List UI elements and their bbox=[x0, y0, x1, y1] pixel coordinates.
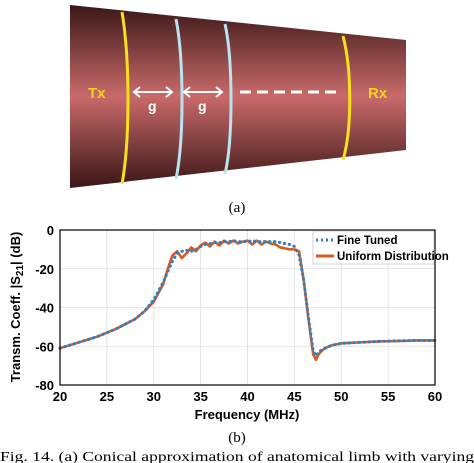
gap-label-1: g bbox=[148, 98, 157, 114]
limb-cone bbox=[70, 5, 406, 188]
tx-label: Tx bbox=[88, 85, 106, 102]
x-axis-title: Frequency (MHz) bbox=[195, 407, 300, 422]
limb-illustration: Tx Rx g g bbox=[70, 5, 406, 188]
legend-box bbox=[312, 230, 435, 265]
x-tick-label: 25 bbox=[100, 389, 114, 404]
y-axis-title: Transm. Coeff. |S21| (dB) bbox=[8, 232, 26, 383]
gap-arrow-1 bbox=[132, 86, 174, 98]
y-tick-label: -60 bbox=[35, 339, 54, 354]
gap-arrow-2 bbox=[182, 86, 224, 98]
figure-caption: Fig. 14. (a) Conical approximation of an… bbox=[0, 450, 474, 463]
x-tick-label: 20 bbox=[53, 389, 67, 404]
legend-label-fine-tuned: Fine Tuned bbox=[337, 235, 397, 247]
legend: Fine Tuned Uniform Distribution bbox=[312, 230, 449, 265]
legend-label-uniform: Uniform Distribution bbox=[337, 251, 449, 263]
x-tick-label: 45 bbox=[287, 389, 301, 404]
x-tick-label: 60 bbox=[428, 389, 442, 404]
x-tick-label: 50 bbox=[334, 389, 348, 404]
series-layer bbox=[58, 239, 437, 362]
gap-label-2: g bbox=[198, 98, 207, 114]
figure-b-label: (b) bbox=[228, 430, 246, 446]
y-tick-label: -80 bbox=[35, 378, 54, 393]
plot-frame bbox=[59, 229, 436, 386]
rx-ring bbox=[341, 35, 352, 161]
y-tick-label: 0 bbox=[47, 223, 54, 238]
x-axis-ticks: 20 25 30 35 40 45 50 55 60 bbox=[53, 389, 442, 404]
figure-a-label: (a) bbox=[229, 200, 246, 216]
chart: 20 25 30 35 40 45 50 55 60 0 -20 -40 -60 -80 Fine Tu… bbox=[8, 223, 449, 422]
x-tick-label: 40 bbox=[240, 389, 254, 404]
x-tick-label: 55 bbox=[381, 389, 395, 404]
x-tick-label: 30 bbox=[147, 389, 161, 404]
y-tick-label: -40 bbox=[35, 301, 54, 316]
gridlines bbox=[60, 230, 435, 385]
rx-label: Rx bbox=[368, 85, 388, 102]
y-axis-ticks: 0 -20 -40 -60 -80 bbox=[35, 223, 54, 393]
x-tick-label: 35 bbox=[193, 389, 207, 404]
tx-ring bbox=[120, 11, 130, 185]
y-tick-label: -20 bbox=[35, 262, 54, 277]
inner-ring-2 bbox=[223, 23, 233, 175]
inner-ring-1 bbox=[174, 18, 184, 180]
series-line-fine-tuned bbox=[58, 239, 437, 358]
